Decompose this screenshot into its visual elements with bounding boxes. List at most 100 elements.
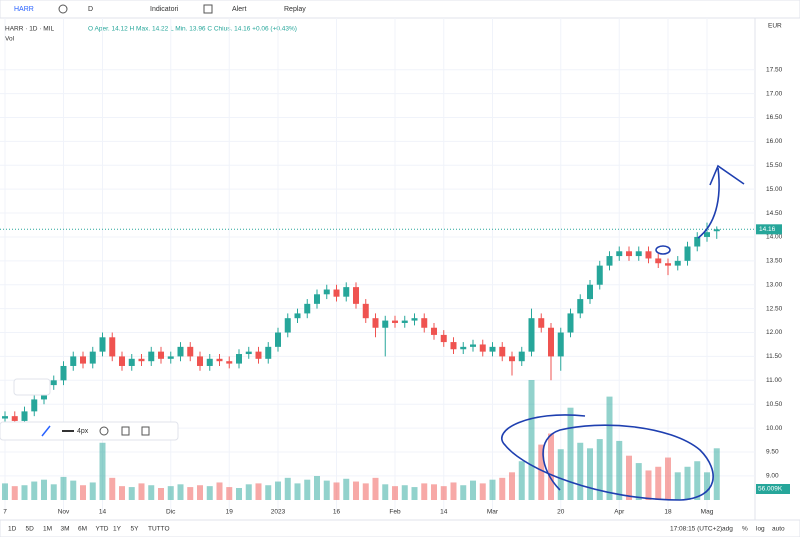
layout-button[interactable] <box>203 4 213 14</box>
add-symbol[interactable] <box>58 4 68 14</box>
interval-button[interactable]: D <box>88 6 93 13</box>
volume-bar <box>70 480 77 500</box>
delete-tool[interactable] <box>141 426 150 436</box>
candle-body <box>557 332 564 357</box>
volume-tag <box>756 484 790 494</box>
candle-body <box>616 251 623 257</box>
currency: EUR <box>768 23 782 30</box>
pen-tool[interactable] <box>41 425 51 437</box>
x-tick-label: Dic <box>166 509 176 516</box>
candle-body <box>567 313 574 333</box>
volume-bar <box>538 444 545 500</box>
timeframe-button[interactable]: 5Y <box>131 526 140 533</box>
volume-bar <box>362 483 369 500</box>
volume-bar <box>187 487 194 500</box>
x-tick-label: Feb <box>389 509 401 516</box>
y-tick-label: 11.00 <box>766 377 782 384</box>
volume-bar <box>489 479 496 500</box>
timeframe-button[interactable]: TUTTO <box>148 526 170 533</box>
scale-option[interactable]: % <box>742 526 748 533</box>
candle-body <box>119 356 125 366</box>
volume-bar <box>392 486 398 500</box>
timeframe-button[interactable]: 1M <box>43 526 52 533</box>
volume-annotation <box>501 414 714 501</box>
timeframes: 1D 5D 1M 3M 6M YTD 1Y 5Y TUTTO <box>8 526 170 533</box>
x-tick-label: 19 <box>226 509 234 516</box>
y-tick-label: 13.00 <box>766 281 783 288</box>
candle-body <box>304 303 311 314</box>
timeframe-button[interactable]: 1D <box>8 526 17 533</box>
drawing-toolbar <box>0 421 179 441</box>
candle-body <box>245 351 252 355</box>
volume-bar <box>333 482 340 500</box>
candle-body <box>518 351 525 362</box>
y-tick-label: 12.00 <box>766 329 783 336</box>
candle-body <box>109 337 116 357</box>
volume-bar <box>236 488 242 500</box>
x-tick-label: Mar <box>487 509 499 516</box>
timeframe-button[interactable]: 6M <box>78 526 87 533</box>
y-tick-label: 15.00 <box>766 186 783 193</box>
volume-bar <box>158 488 164 500</box>
legend-symbol: HARR · 1D · MIL <box>5 26 55 33</box>
candle-body <box>392 320 398 323</box>
y-tick-label: 15.50 <box>766 162 783 169</box>
alert-button[interactable]: Alert <box>232 6 246 13</box>
candle-body <box>70 356 77 366</box>
timeframe-button[interactable]: YTD <box>96 526 109 533</box>
volume-bar <box>50 484 57 500</box>
volume-bar <box>119 486 125 500</box>
top-toolbar <box>0 0 800 19</box>
x-tick-label: 14 <box>440 509 448 516</box>
scale-option[interactable]: auto <box>772 526 785 533</box>
candle-body <box>255 351 262 359</box>
candle-body <box>548 327 554 357</box>
volume-bar <box>197 485 203 500</box>
candle-body <box>206 358 213 366</box>
bottom-bar <box>0 519 800 537</box>
candle-body <box>587 284 593 300</box>
candle-body <box>577 299 584 314</box>
volume-bar <box>294 483 301 500</box>
timeframe-button[interactable]: 5D <box>26 526 35 533</box>
indicators-button[interactable]: Indicatori <box>150 6 179 13</box>
replay-button[interactable]: Replay <box>284 6 306 13</box>
symbol-button[interactable]: HARR <box>14 6 34 13</box>
x-tick-label: 16 <box>333 509 341 516</box>
settings-tool[interactable] <box>99 426 109 436</box>
y-tick-label: 9.50 <box>766 449 779 456</box>
scale-option[interactable]: adg <box>722 526 733 533</box>
volume-bar <box>99 442 106 500</box>
y-tick-label: 16.00 <box>766 138 783 145</box>
scale-options: adg% log auto <box>722 526 785 533</box>
timeframe-button[interactable]: 1Y <box>113 526 122 533</box>
candle-body <box>635 251 642 257</box>
y-tick-label: 17.50 <box>766 66 783 73</box>
volume-bar <box>177 484 184 500</box>
candle-body <box>411 318 418 321</box>
volume-bar <box>626 455 632 500</box>
x-tick-label: 20 <box>557 509 565 516</box>
candle-body <box>294 313 301 319</box>
tool-widget[interactable] <box>13 378 51 396</box>
y-tick-label: 14.00 <box>766 234 783 241</box>
candle-body <box>99 337 106 352</box>
candle-body <box>2 416 8 419</box>
x-tick-label: Apr <box>614 509 625 516</box>
volume-bar <box>567 407 574 500</box>
candle-body <box>60 365 67 381</box>
volume-bar <box>245 484 252 500</box>
candle-body <box>499 346 506 357</box>
volume-bar <box>518 461 525 500</box>
timeframe-button[interactable]: 3M <box>61 526 70 533</box>
x-tick-label: 18 <box>664 509 672 516</box>
volume-bar <box>587 448 593 500</box>
volume-bar <box>138 483 145 500</box>
volume-bar <box>655 466 662 500</box>
volume-bar <box>80 485 86 500</box>
volume-bar <box>557 449 564 500</box>
scale-option[interactable]: log <box>756 526 765 533</box>
lock-tool[interactable] <box>121 426 130 436</box>
volume-bar <box>401 485 408 500</box>
candle-body <box>31 399 38 412</box>
